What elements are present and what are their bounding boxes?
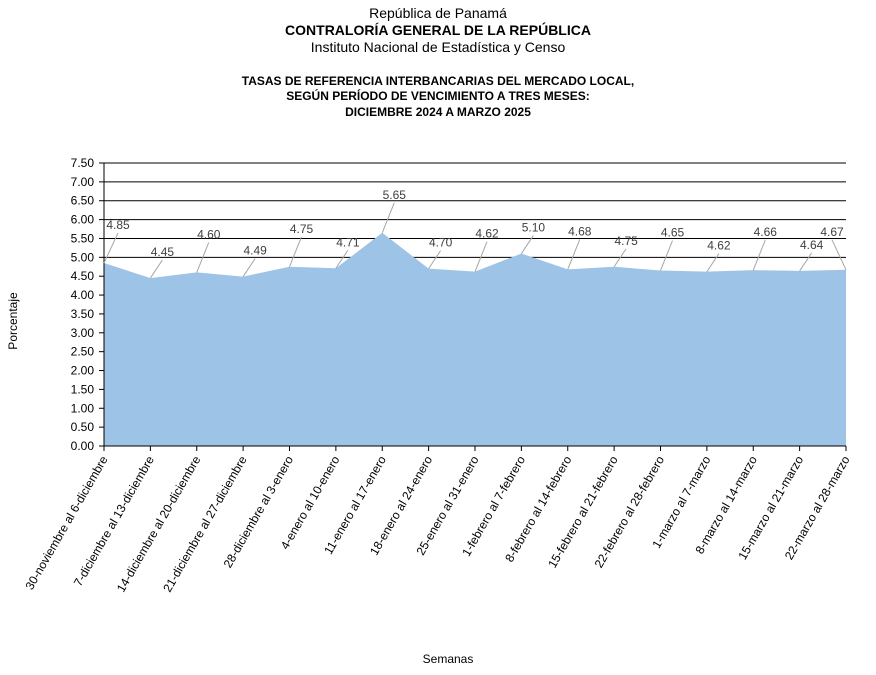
data-label: 4.62 — [475, 227, 499, 241]
x-tick-label: 14-diciembre al 20-diciembre — [114, 453, 204, 594]
y-tick-label: 2.00 — [71, 364, 95, 378]
y-tick-label: 5.50 — [71, 231, 95, 245]
data-label: 5.65 — [383, 188, 407, 202]
label-leader — [289, 236, 302, 267]
y-tick-label: 4.00 — [71, 288, 95, 302]
header-country: República de Panamá — [369, 5, 507, 21]
y-tick-label: 7.50 — [71, 156, 95, 170]
label-leader — [831, 239, 847, 270]
data-label: 4.67 — [820, 225, 844, 239]
y-tick-label: 4.50 — [71, 269, 95, 283]
chart-title-line-2: SEGÚN PERÍODO DE VENCIMIENTO A TRES MESE… — [286, 89, 590, 103]
y-tick-label: 0.50 — [71, 420, 95, 434]
label-leader — [474, 241, 488, 272]
y-tick-label: 6.50 — [71, 194, 95, 208]
label-leader — [103, 232, 119, 264]
gridlines — [104, 162, 846, 258]
data-label: 4.75 — [290, 222, 314, 236]
label-leader — [567, 239, 581, 270]
data-label: 4.45 — [151, 245, 175, 259]
data-label: 4.62 — [707, 239, 731, 253]
y-tick-label: 3.50 — [71, 307, 95, 321]
x-tick-label: 7-diciembre al 13-diciembre — [71, 453, 157, 589]
data-label: 4.71 — [336, 235, 360, 249]
label-leader — [706, 253, 720, 272]
data-labels: 4.85 4.45 4.60 4.49 4.75 4.71 5.65 4.70 4.62 5.10… — [103, 188, 847, 279]
data-label: 4.66 — [754, 225, 778, 239]
label-leader — [799, 252, 813, 272]
label-leader — [149, 259, 163, 279]
y-axis: 0.00 0.50 1.00 1.50 2.00 2.50 3.00 3.50 4.00 4.50… — [71, 156, 105, 453]
data-label: 4.68 — [568, 224, 592, 238]
chart-title-line-1: TASAS DE REFERENCIA INTERBANCARIAS DEL M… — [241, 74, 635, 88]
y-tick-label: 1.00 — [71, 401, 95, 415]
data-label: 5.10 — [522, 221, 546, 235]
y-tick-label: 3.00 — [71, 326, 95, 340]
y-tick-label: 2.50 — [71, 345, 95, 359]
label-leader — [381, 202, 395, 233]
label-leader — [613, 248, 627, 268]
data-label: 4.75 — [614, 234, 638, 248]
data-label: 4.85 — [106, 218, 130, 232]
y-tick-label: 1.50 — [71, 382, 95, 396]
x-tick-label: 30-noviembre al 6-diciembre — [22, 453, 110, 592]
y-tick-label: 0.00 — [71, 439, 95, 453]
y-tick-label: 5.00 — [71, 250, 95, 264]
data-label: 4.65 — [661, 226, 685, 240]
y-tick-label: 6.00 — [71, 213, 95, 227]
header-department: Instituto Nacional de Estadística y Cens… — [310, 39, 566, 55]
label-leader — [335, 249, 349, 269]
y-axis-title: Porcentaje — [6, 292, 20, 350]
label-leader — [752, 239, 766, 271]
data-label: 4.60 — [197, 227, 221, 241]
label-leader — [242, 258, 256, 277]
x-axis-title: Semanas — [423, 652, 474, 666]
label-leader — [196, 242, 210, 273]
y-tick-label: 7.00 — [71, 175, 95, 189]
label-leader — [428, 250, 442, 269]
chart-title-line-3: DICIEMBRE 2024 A MARZO 2025 — [345, 105, 531, 119]
x-tick-label: 21-diciembre al 27-diciembre — [160, 453, 250, 594]
data-label: 4.49 — [243, 244, 267, 258]
data-label: 4.70 — [429, 236, 453, 250]
data-label: 4.64 — [800, 238, 824, 252]
area-series — [104, 232, 846, 446]
header-institution: CONTRALORÍA GENERAL DE LA REPÚBLICA — [285, 22, 591, 38]
label-leader — [660, 240, 673, 271]
label-leader — [520, 235, 534, 254]
